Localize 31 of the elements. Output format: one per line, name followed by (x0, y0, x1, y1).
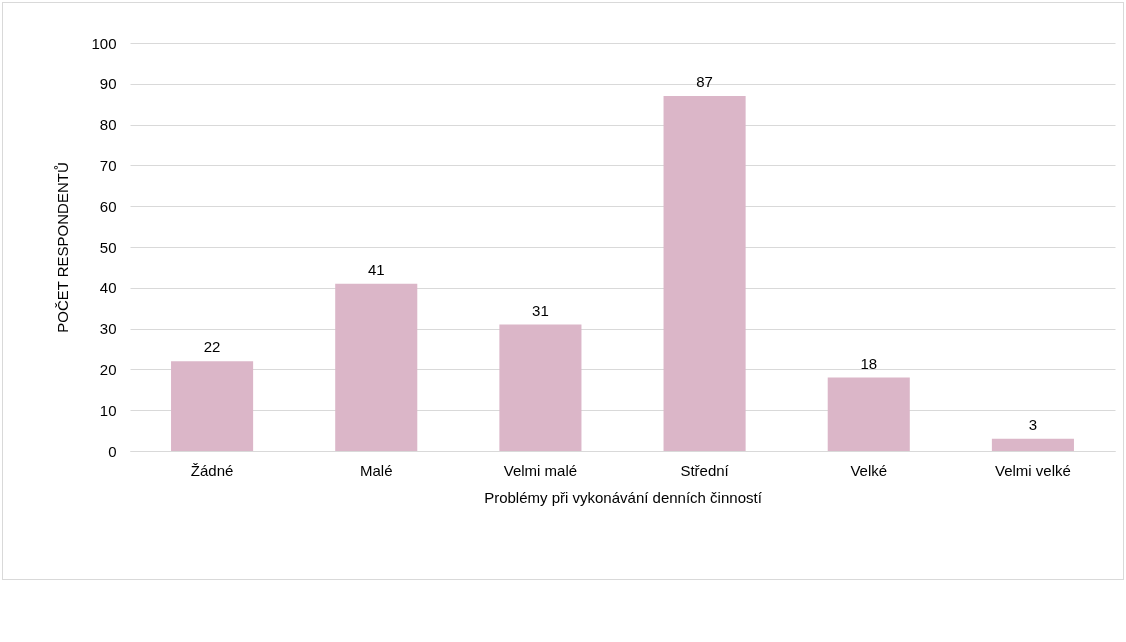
x-tick-label: Střední (680, 461, 730, 479)
y-tick-label: 70 (99, 156, 117, 174)
bar (499, 324, 582, 451)
data-label: 87 (696, 73, 713, 91)
data-label: 3 (1028, 415, 1038, 433)
bar (171, 361, 254, 451)
y-tick-label: 40 (99, 279, 117, 297)
x-tick-label: Velmi malé (503, 461, 578, 479)
bar (335, 283, 418, 451)
data-label: 18 (860, 354, 878, 372)
data-label: 41 (367, 260, 385, 278)
y-tick-label: 60 (99, 197, 117, 215)
y-tick-label: 10 (99, 401, 117, 419)
bar (991, 438, 1074, 451)
y-tick-label: 20 (99, 360, 117, 378)
y-tick-label: 80 (99, 116, 117, 134)
data-label: 31 (532, 301, 549, 319)
data-label: 22 (203, 338, 221, 356)
y-tick-label: 90 (99, 75, 117, 93)
y-axis-title: POČET RESPONDENTŮ (54, 162, 72, 333)
y-tick-label: 50 (99, 238, 117, 256)
y-tick-label: 0 (108, 442, 117, 460)
x-tick-label: Velmi velké (994, 461, 1071, 479)
y-tick-label: 30 (99, 320, 117, 338)
x-tick-label: Velké (850, 461, 888, 479)
bar (827, 377, 910, 451)
y-tick-label: 100 (91, 34, 117, 52)
x-tick-label: Malé (359, 461, 393, 479)
x-axis-title: Problémy při vykonávání denních činností (484, 488, 763, 506)
x-tick-label: Žádné (190, 461, 234, 479)
bar (663, 96, 746, 451)
